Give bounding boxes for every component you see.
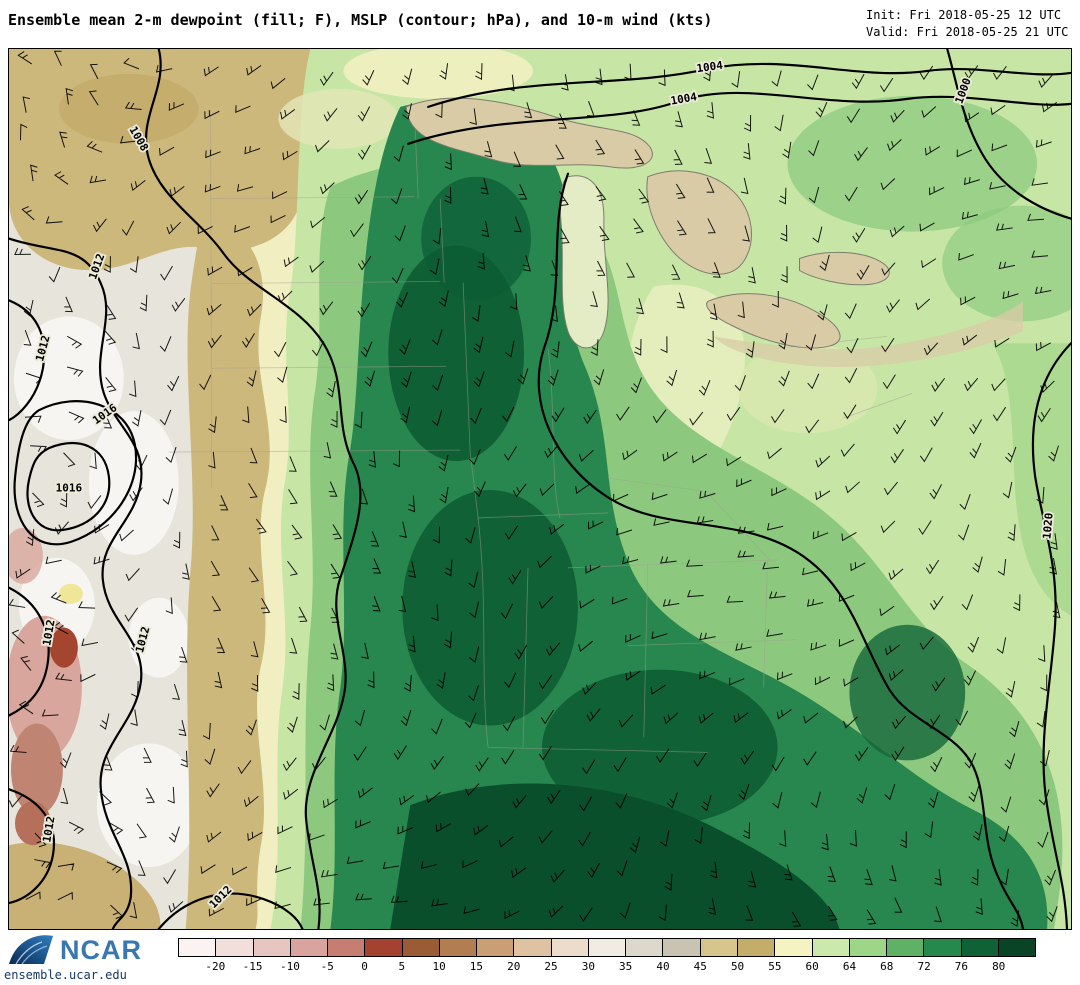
mslp-contour-label: 1020	[1040, 512, 1055, 539]
great-lakes	[405, 97, 1024, 368]
lake-michigan	[559, 175, 609, 349]
colorbar-tick-label: -10	[279, 960, 300, 973]
colorbar-segment	[327, 939, 365, 956]
run-times: Init: Fri 2018-05-25 12 UTC Valid: Fri 2…	[866, 7, 1068, 41]
ncar-logo-icon	[9, 935, 53, 965]
colorbar-segment	[401, 939, 439, 956]
colorbar-segment	[960, 939, 998, 956]
colorbar-segment	[587, 939, 626, 956]
colorbar-segment	[550, 939, 588, 956]
dewpoint-fill-regions	[9, 49, 1071, 929]
colorbar-tick-label: 0	[361, 960, 368, 973]
colorbar-tick-label: 20	[507, 960, 521, 973]
colorbar-tick-label: 64	[842, 960, 857, 973]
lake-huron	[646, 170, 752, 275]
colorbar-tick-label: 60	[805, 960, 819, 973]
lake-superior	[405, 97, 653, 169]
colorbar-tick-label: 55	[768, 960, 782, 973]
colorbar-segment	[848, 939, 887, 956]
graphic-title: Ensemble mean 2-m dewpoint (fill; F), MS…	[8, 11, 713, 29]
mslp-contours	[9, 49, 1071, 929]
colorbar-segment	[513, 939, 551, 956]
colorbar-swatches	[178, 938, 1036, 957]
colorbar-tick-label: 35	[619, 960, 633, 973]
ncar-logo: NCAR	[8, 934, 142, 966]
colorbar-segment	[774, 939, 812, 956]
colorbar-segment	[662, 939, 700, 956]
colorbar-segment	[476, 939, 514, 956]
colorbar-labels: -20 -15 -10 -5 0 5 10 15 20 25 30 35 40 45 50 55 60 64 68 7…	[178, 960, 1036, 976]
colorbar-tick-label: 10	[432, 960, 446, 973]
mslp-contour-label: 1004	[696, 59, 724, 76]
dewpoint-colorbar: -20 -15 -10 -5 0 5 10 15 20 25 30 35 40 45 50 55 60 64 68 7…	[178, 938, 1036, 980]
colorbar-tick-label: 80	[992, 960, 1006, 973]
colorbar-segment	[625, 939, 663, 956]
forecast-map: 1008 1012 1012 1016 1016 1012 1012 1012 1012 1004…	[8, 48, 1072, 930]
colorbar-segment	[252, 939, 290, 956]
colorbar-tick-label: -5	[320, 960, 334, 973]
colorbar-segment	[736, 939, 775, 956]
colorbar-segment	[364, 939, 402, 956]
colorbar-tick-label: 50	[730, 960, 745, 973]
lake-ontario	[799, 251, 890, 286]
wind-barbs	[9, 50, 1061, 927]
colorbar-tick-label: 76	[954, 960, 969, 973]
colorbar-segment	[215, 939, 253, 956]
colorbar-tick-label: -15	[242, 960, 263, 973]
colorbar-segment	[886, 939, 924, 956]
colorbar-tick-label: 68	[880, 960, 894, 973]
colorbar-tick-label: 5	[398, 960, 406, 973]
lake-erie	[706, 293, 841, 349]
valid-time: Valid: Fri 2018-05-25 21 UTC	[866, 25, 1069, 39]
colorbar-tick-label: 45	[693, 960, 707, 973]
site-url: ensemble.ucar.edu	[4, 968, 127, 982]
colorbar-segment	[923, 939, 961, 956]
mslp-contour-label: 1016	[56, 482, 83, 495]
state-borders	[168, 108, 913, 753]
colorbar-tick-label: 25	[544, 960, 558, 973]
colorbar-segment	[289, 939, 328, 956]
colorbar-segment	[811, 939, 849, 956]
colorbar-segment	[438, 939, 477, 956]
colorbar-tick-label: -20	[205, 960, 226, 973]
colorbar-segment	[179, 939, 216, 956]
ncar-logo-text: NCAR	[60, 934, 142, 965]
init-time: Init: Fri 2018-05-25 12 UTC	[866, 8, 1062, 22]
colorbar-segment	[699, 939, 737, 956]
colorbar-tick-label: 40	[656, 960, 670, 973]
colorbar-tick-label: 30	[581, 960, 595, 973]
colorbar-tick-label: 15	[469, 960, 484, 973]
lakeshore-band	[713, 301, 1024, 368]
colorbar-segment	[997, 939, 1036, 956]
colorbar-tick-label: 72	[917, 960, 931, 973]
